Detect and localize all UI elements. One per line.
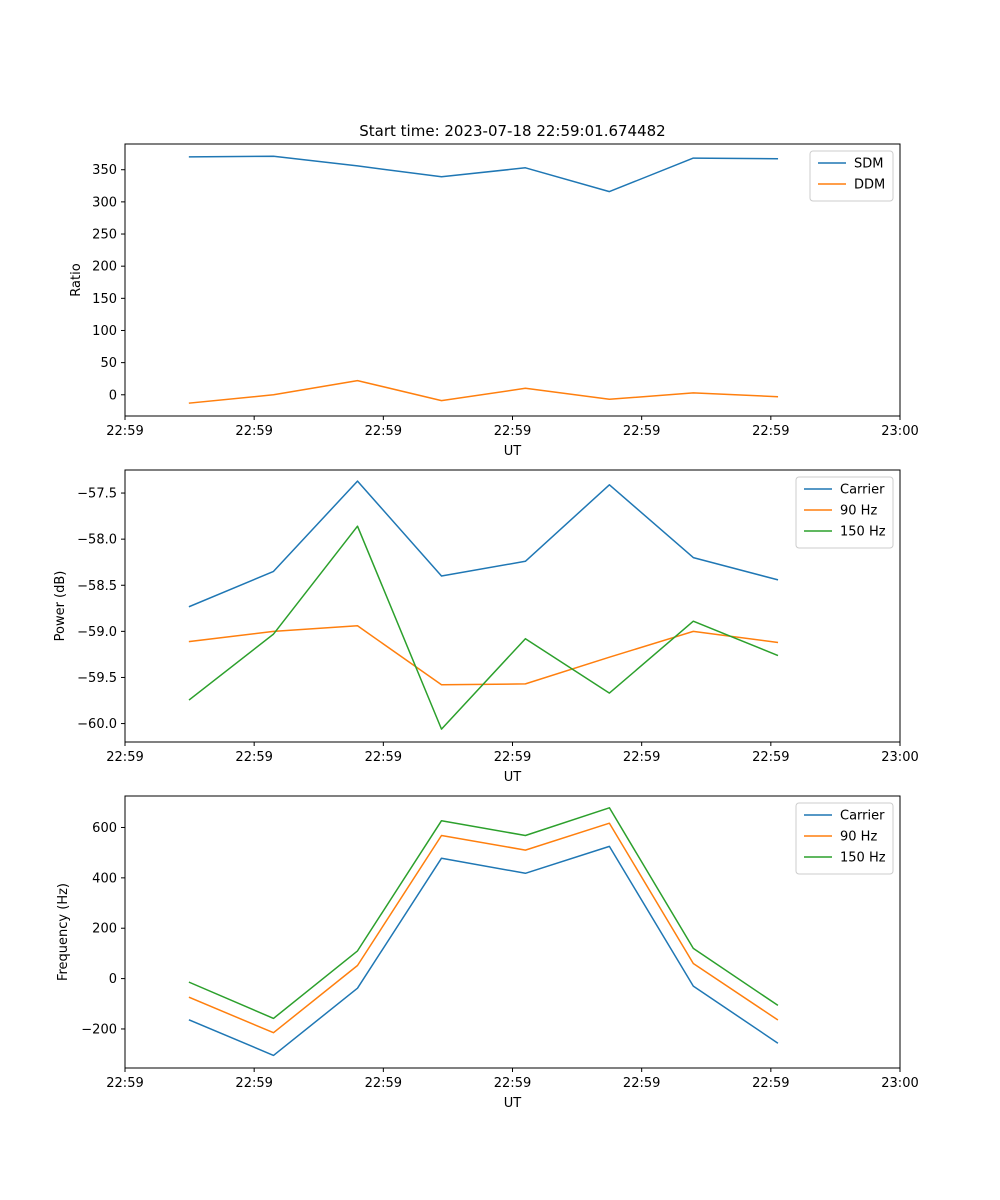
legend-label: 90 Hz xyxy=(840,830,877,845)
ratio-panel: Start time: 2023-07-18 22:59:01.674482 22… xyxy=(69,122,919,459)
legend-label: SDM xyxy=(854,157,883,172)
frequency-panel: 22:59 22:59 22:59 22:59 22:59 22:59 23:00 −200 0… xyxy=(56,795,919,1111)
x-tick-label: 22:59 xyxy=(623,750,660,765)
x-tick-label: 22:59 xyxy=(752,1076,789,1091)
y-tick-label: 50 xyxy=(100,356,117,371)
ratio-legend: SDM DDM xyxy=(809,150,894,202)
x-tick-label: 22:59 xyxy=(623,424,660,439)
y-tick-label: −58.0 xyxy=(77,533,117,548)
x-tick-label: 22:59 xyxy=(365,1076,402,1091)
x-tick-label: 22:59 xyxy=(365,424,402,439)
x-tick-label: 22:59 xyxy=(106,1076,143,1091)
y-tick-label: 600 xyxy=(92,821,117,836)
legend-label: 150 Hz xyxy=(840,525,886,540)
y-tick-label: −58.5 xyxy=(77,579,117,594)
x-tick-label: 23:00 xyxy=(881,424,918,439)
power-panel: 22:59 22:59 22:59 22:59 22:59 22:59 23:00 −60.0… xyxy=(53,469,919,785)
x-tick-label: 22:59 xyxy=(752,424,789,439)
legend-label: Carrier xyxy=(840,809,885,824)
y-tick-label: 200 xyxy=(92,922,117,937)
y-tick-label: 200 xyxy=(92,260,117,275)
x-axis-label: UT xyxy=(504,1096,522,1111)
y-tick-label: 100 xyxy=(92,324,117,339)
y-tick-label: −200 xyxy=(81,1022,117,1037)
x-tick-label: 23:00 xyxy=(881,750,918,765)
power-legend: Carrier 90 Hz 150 Hz xyxy=(795,476,894,549)
frequency-legend: Carrier 90 Hz 150 Hz xyxy=(795,802,894,875)
y-tick-label: −59.0 xyxy=(77,625,117,640)
legend-label: 90 Hz xyxy=(840,504,877,519)
y-tick-label: 0 xyxy=(109,388,117,403)
frequency-series-150-hz-line xyxy=(188,807,779,1020)
x-axis-label: UT xyxy=(504,444,522,459)
y-tick-label: 400 xyxy=(92,871,117,886)
x-tick-label: 22:59 xyxy=(365,750,402,765)
x-tick-label: 22:59 xyxy=(623,1076,660,1091)
legend-label: 150 Hz xyxy=(840,851,886,866)
x-tick-label: 22:59 xyxy=(494,750,531,765)
frequency-series-carrier-line xyxy=(188,845,779,1057)
y-tick-label: −57.5 xyxy=(77,487,117,502)
ratio-series-sdm-line xyxy=(188,155,779,193)
x-tick-label: 22:59 xyxy=(106,424,143,439)
x-tick-label: 22:59 xyxy=(235,1076,272,1091)
y-tick-label: −60.0 xyxy=(77,717,117,732)
x-tick-label: 23:00 xyxy=(881,1076,918,1091)
x-tick-label: 22:59 xyxy=(752,750,789,765)
y-tick-label: 250 xyxy=(92,228,117,243)
legend-label: Carrier xyxy=(840,483,885,498)
y-tick-label: 150 xyxy=(92,292,117,307)
y-axis-label: Ratio xyxy=(69,263,84,296)
x-tick-label: 22:59 xyxy=(106,750,143,765)
y-tick-label: −59.5 xyxy=(77,671,117,686)
power-series-carrier-line xyxy=(188,480,779,608)
chart-title: Start time: 2023-07-18 22:59:01.674482 xyxy=(359,122,665,140)
x-tick-label: 22:59 xyxy=(494,1076,531,1091)
y-tick-label: 300 xyxy=(92,195,117,210)
legend-label: DDM xyxy=(854,178,885,193)
x-tick-label: 22:59 xyxy=(235,750,272,765)
y-tick-label: 350 xyxy=(92,163,117,178)
x-tick-label: 22:59 xyxy=(235,424,272,439)
x-axis-label: UT xyxy=(504,770,522,785)
frequency-series-90-hz-line xyxy=(188,822,779,1034)
y-tick-label: 0 xyxy=(109,972,117,987)
ratio-series-ddm-line xyxy=(188,379,779,404)
y-axis-label: Power (dB) xyxy=(53,571,68,642)
power-series-150-hz-line xyxy=(188,525,779,730)
x-tick-label: 22:59 xyxy=(494,424,531,439)
y-axis-label: Frequency (Hz) xyxy=(56,883,71,981)
